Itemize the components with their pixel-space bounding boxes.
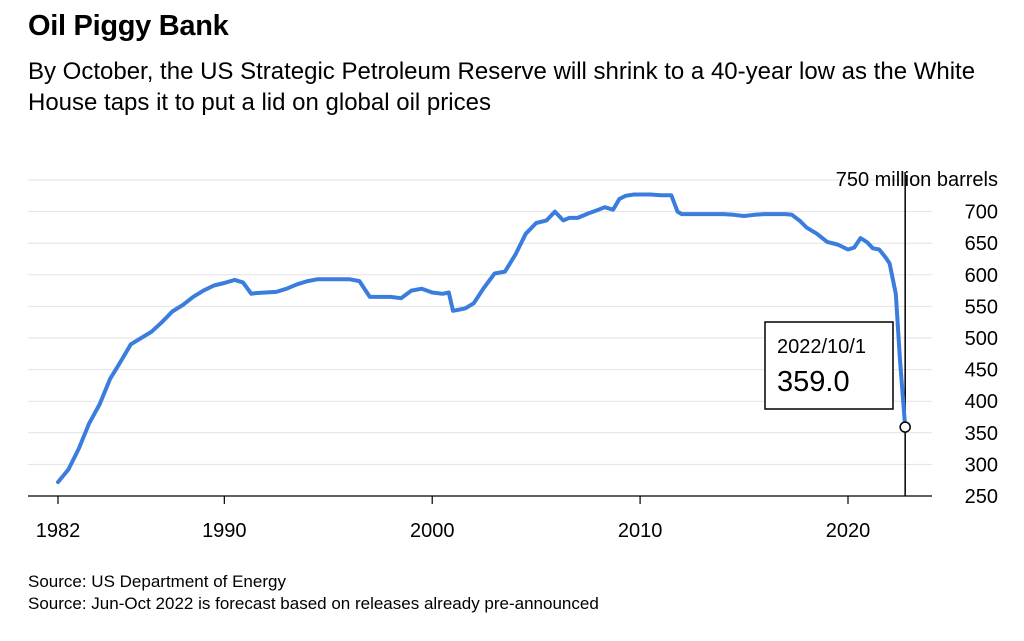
y-tick-label: 350 xyxy=(965,423,998,445)
x-tick-label: 2010 xyxy=(618,520,663,542)
y-tick-label: 300 xyxy=(965,454,998,476)
y-tick-label: 500 xyxy=(965,328,998,350)
y-tick-label: 600 xyxy=(965,265,998,287)
annotation-box xyxy=(764,321,894,410)
spr-inventory-line xyxy=(56,192,908,485)
annotation-value: 359.0 xyxy=(777,366,850,398)
x-tick-label: 1982 xyxy=(36,520,81,542)
y-tick-label: 400 xyxy=(965,391,998,413)
source-note: Source: US Department of Energy xyxy=(28,572,286,591)
forecast-note: Source: Jun-Oct 2022 is forecast based o… xyxy=(28,594,599,613)
y-tick-label: 250 xyxy=(965,486,998,508)
chart-subtitle: By October, the US Strategic Petroleum R… xyxy=(28,58,976,116)
x-tick-label: 2000 xyxy=(410,520,455,542)
y-tick-label: 650 xyxy=(965,233,998,255)
y-axis-unit-label: 750 million barrels xyxy=(836,169,998,191)
y-tick-label: 450 xyxy=(965,360,998,382)
x-tick-label: 2020 xyxy=(826,520,871,542)
chart-title: Oil Piggy Bank xyxy=(28,10,229,42)
y-tick-label: 700 xyxy=(965,202,998,224)
x-tick-label: 1990 xyxy=(202,520,247,542)
y-tick-label: 550 xyxy=(965,296,998,318)
annotation-data-point xyxy=(899,421,911,433)
annotation-date: 2022/10/1 xyxy=(777,336,866,358)
